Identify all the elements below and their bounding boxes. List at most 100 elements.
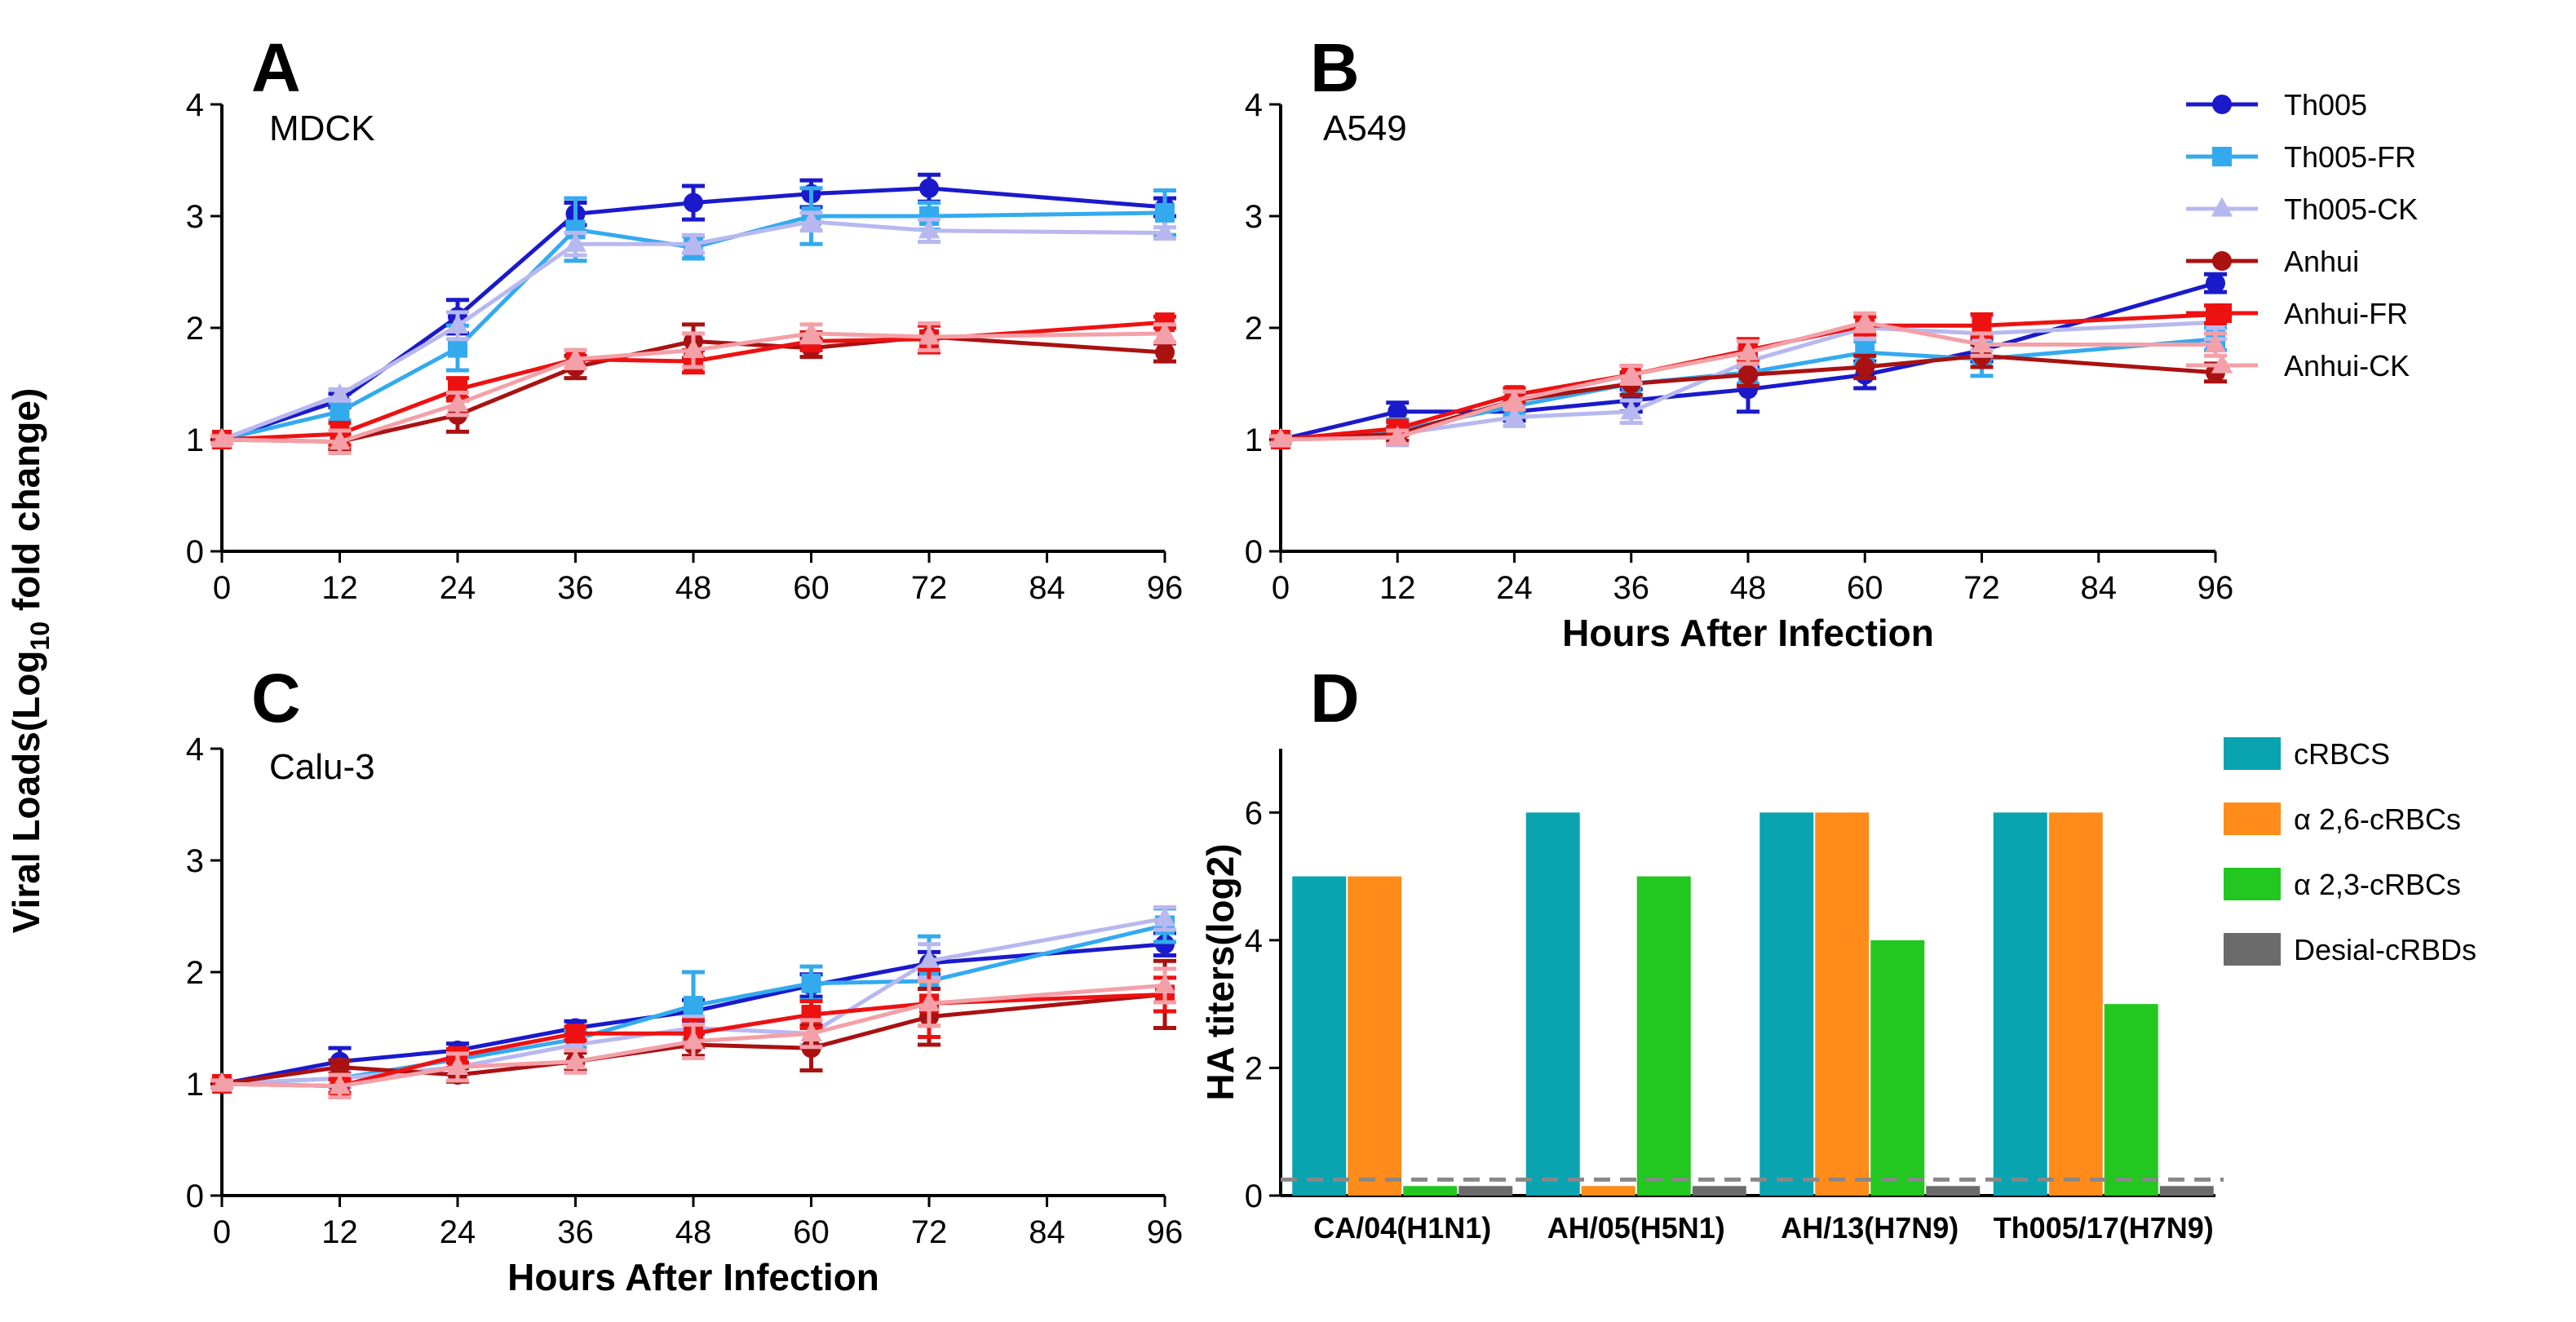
data-point	[682, 338, 705, 358]
legend-label: Th005-FR	[2284, 140, 2416, 174]
data-point	[682, 232, 705, 252]
legend-marker	[2212, 147, 2232, 166]
legend-swatch	[2224, 933, 2281, 966]
category-label: CA/04(H1N1)	[1313, 1211, 1491, 1245]
bar-2-6-crbcs	[2048, 812, 2103, 1196]
legend-label: Anhui-CK	[2284, 349, 2410, 382]
data-point	[1503, 405, 1525, 426]
x-tick-label: 36	[557, 570, 594, 606]
data-point	[800, 1021, 822, 1041]
x-tick-label: 12	[1379, 570, 1416, 606]
legend-item-desial-crbds: Desial-cRBDs	[2224, 933, 2476, 966]
series-line	[1280, 320, 2215, 442]
y-tick-label: 1	[186, 422, 204, 458]
x-tick-label: 96	[1147, 1214, 1184, 1250]
data-point	[330, 1057, 350, 1077]
y-tick-label: 3	[186, 843, 204, 879]
x-tick-label: 72	[911, 570, 948, 606]
series-line	[221, 210, 1166, 442]
shared-y-axis-title: Viral Loads(Log10 fold change)	[5, 388, 55, 934]
legend-marker	[2211, 197, 2233, 217]
series-line	[1280, 281, 2216, 442]
data-point	[210, 1072, 233, 1092]
legend-swatch	[2224, 868, 2281, 900]
y-tick-label: 6	[1245, 795, 1263, 831]
data-point	[446, 391, 469, 412]
x-tick-label: 48	[1730, 570, 1767, 606]
data-point	[2204, 333, 2227, 353]
series-th005-fr	[210, 186, 1176, 449]
series-anhui-ck	[1269, 310, 2227, 448]
series-anhui-ck	[210, 321, 1176, 455]
y-tick-label: 0	[186, 1178, 204, 1214]
legend-item-anhui-ck: Anhui-CK	[2186, 349, 2410, 382]
x-tick-label: 60	[793, 1214, 830, 1250]
series-line	[1280, 353, 2216, 442]
series-line	[221, 942, 1166, 1086]
y-tick-label: 4	[186, 732, 204, 767]
x-tick-label: 0	[213, 1214, 231, 1250]
x-tick-label: 24	[1496, 570, 1533, 606]
category-label: AH/13(H7N9)	[1781, 1211, 1959, 1245]
data-point	[918, 219, 941, 239]
data-point	[1387, 425, 1409, 445]
legend-item-crbcs: cRBCS	[2224, 737, 2390, 771]
x-tick-label: 12	[321, 1214, 358, 1250]
category-label: Th005/17(H7N9)	[1994, 1211, 2214, 1245]
bar-crbcs	[1993, 812, 2047, 1196]
series-anhui-ck	[210, 966, 1176, 1099]
y-tick-label: 1	[1245, 422, 1263, 458]
x-tick-label: 72	[911, 1214, 948, 1250]
legend-item-th005: Th005	[2186, 88, 2367, 122]
data-point	[446, 1055, 469, 1076]
x-tick-label: 12	[321, 570, 358, 606]
panel-letter: D	[1310, 660, 1360, 736]
data-point	[2206, 273, 2225, 294]
bar-crbcs	[1292, 876, 1347, 1196]
data-point	[210, 427, 233, 448]
data-point	[564, 347, 586, 367]
x-tick-label: 36	[557, 1214, 594, 1250]
data-point	[1738, 365, 1758, 385]
data-point	[1620, 363, 1642, 383]
data-point	[1855, 356, 1875, 377]
bar-desial-crbds	[2159, 1186, 2214, 1196]
series-th005	[210, 172, 1176, 449]
bar-crbcs	[1759, 812, 1814, 1196]
x-tick-label: 96	[1147, 570, 1184, 606]
legend-label: Anhui	[2284, 245, 2359, 278]
legend-label: Anhui-FR	[2284, 297, 2408, 330]
legend-swatch	[2224, 737, 2281, 770]
legend-label: cRBCS	[2294, 737, 2390, 771]
category-label: AH/05(H5N1)	[1547, 1211, 1725, 1245]
series-line	[221, 186, 1166, 442]
bar-desial-crbds	[1926, 1186, 1981, 1196]
x-tick-label: 84	[2081, 570, 2118, 606]
data-point	[1620, 400, 1642, 420]
bar-2-3-crbcs	[2104, 1004, 2158, 1196]
data-point	[801, 973, 821, 993]
data-point	[1737, 340, 1759, 360]
x-tick-label: 84	[1029, 570, 1065, 606]
bar-crbcs	[1525, 812, 1580, 1196]
data-point	[682, 1029, 705, 1050]
legend-swatch	[2224, 802, 2281, 835]
y-tick-label: 2	[1245, 311, 1263, 347]
x-tick-label: 0	[1272, 570, 1290, 606]
data-point	[448, 338, 467, 358]
y-tick-label: 4	[186, 87, 204, 123]
legend-item-2-6-crbcs: α 2,6-cRBCs	[2224, 802, 2461, 836]
legend-item-2-3-crbcs: α 2,3-cRBCs	[2224, 868, 2461, 901]
data-point	[330, 401, 350, 422]
x-tick-label: 24	[440, 1214, 476, 1250]
data-point	[1388, 401, 1408, 422]
bar-2-3-crbcs	[1403, 1186, 1458, 1196]
bar-legend: cRBCS α 2,6-cRBCs α 2,3-cRBCs Desial-cRBDs	[2224, 737, 2476, 966]
data-point	[1971, 333, 1993, 353]
y-tick-label: 3	[1245, 199, 1263, 235]
panel-letter: C	[251, 660, 301, 736]
bar-2-3-crbcs	[1870, 940, 1925, 1196]
y-tick-label: 2	[186, 955, 204, 991]
cell-line-label: Calu-3	[269, 747, 375, 787]
